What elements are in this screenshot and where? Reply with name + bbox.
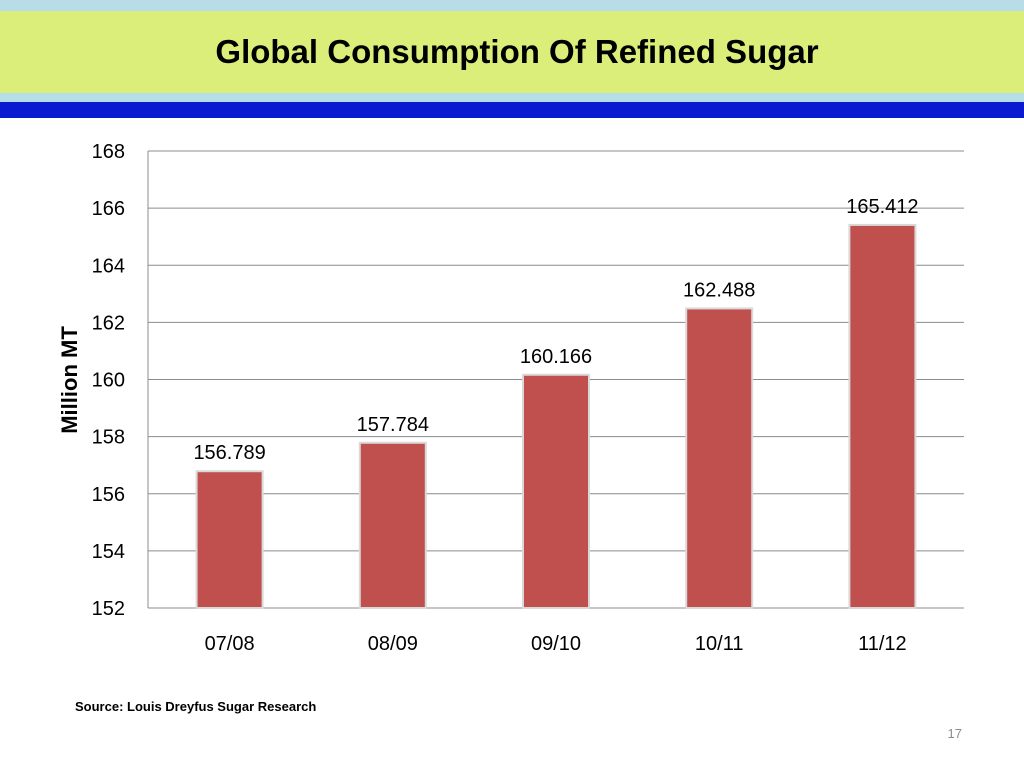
- bar: [685, 307, 754, 609]
- title-band: Global Consumption Of Refined Sugar: [0, 11, 1024, 93]
- y-tick-label: 164: [92, 255, 125, 277]
- blue-decor-band: [0, 102, 1024, 118]
- slide-title: Global Consumption Of Refined Sugar: [215, 33, 819, 70]
- bar-chart: 152 154 156 158 160 162 164 166 168 Million MT 156…: [57, 141, 964, 655]
- data-label: 157.784: [357, 414, 429, 436]
- y-tick-label: 166: [92, 198, 125, 220]
- source-note: Source: Louis Dreyfus Sugar Research: [75, 699, 317, 714]
- data-label: 165.412: [846, 196, 918, 218]
- y-tick-label: 154: [92, 541, 125, 563]
- x-tick-label: 07/08: [205, 633, 255, 655]
- y-tick-label: 158: [92, 427, 125, 449]
- bar: [848, 223, 917, 610]
- bar: [358, 441, 427, 609]
- y-tick-label: 152: [92, 598, 125, 620]
- data-label: 162.488: [683, 279, 755, 301]
- light-decor-band: [0, 93, 1024, 102]
- top-decor-strip: [0, 0, 1024, 11]
- y-tick-label: 162: [92, 312, 125, 334]
- y-tick-label: 160: [92, 370, 125, 392]
- x-tick-label: 08/09: [368, 633, 418, 655]
- data-label: 156.789: [193, 442, 265, 464]
- y-axis-title: Million MT: [57, 326, 82, 434]
- y-tick-label: 156: [92, 484, 125, 506]
- y-tick-label: 168: [92, 141, 125, 163]
- x-tick-label: 09/10: [531, 633, 581, 655]
- bar: [522, 373, 590, 609]
- data-label: 160.166: [520, 346, 592, 368]
- bar: [195, 470, 264, 609]
- page-number: 17: [947, 726, 962, 741]
- x-tick-label: 11/12: [858, 633, 907, 655]
- x-tick-label: 10/11: [695, 633, 744, 655]
